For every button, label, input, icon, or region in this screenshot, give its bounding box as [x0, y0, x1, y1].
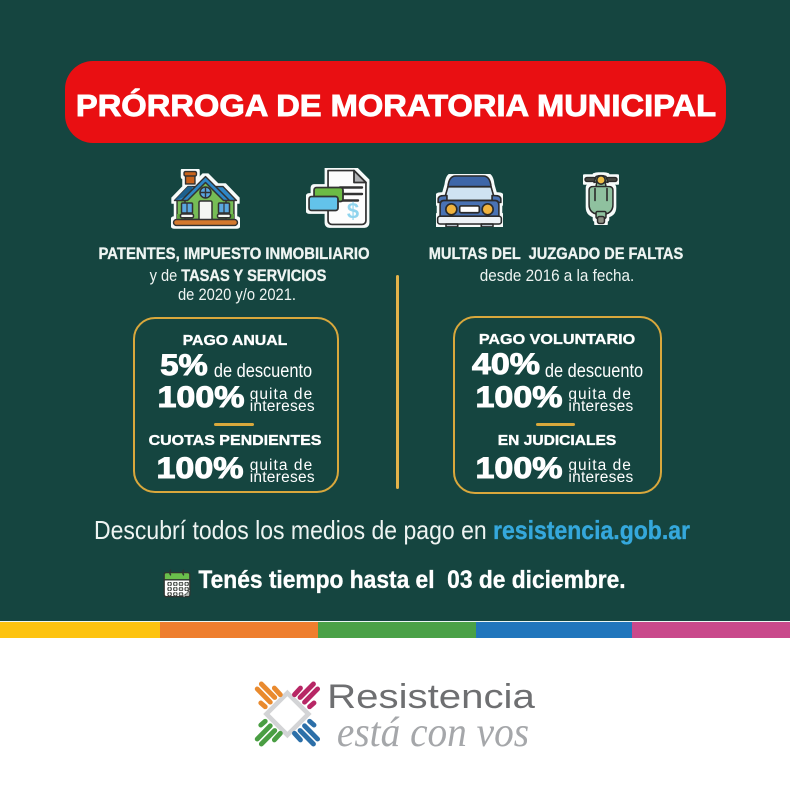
svg-text:$: $ — [347, 199, 359, 224]
